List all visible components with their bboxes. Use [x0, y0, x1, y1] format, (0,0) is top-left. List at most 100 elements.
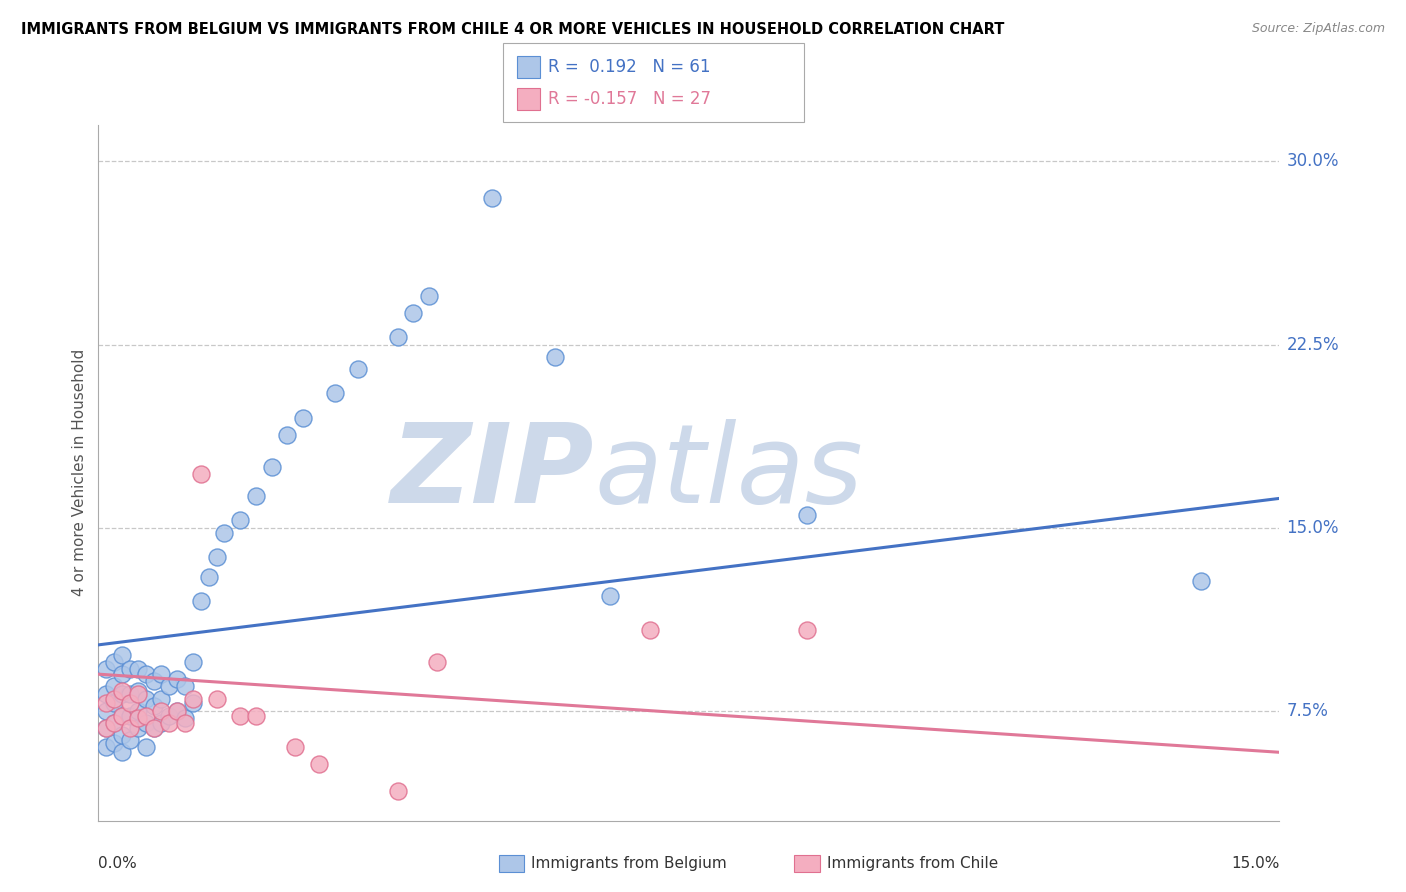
Point [135, 691, 157, 706]
Point [544, 350, 567, 364]
Point [166, 672, 188, 686]
Point [118, 733, 141, 747]
Text: R =  0.192   N = 61: R = 0.192 N = 61 [548, 58, 711, 76]
Text: Immigrants from Belgium: Immigrants from Belgium [531, 856, 727, 871]
Point [245, 489, 267, 503]
Point [205, 691, 228, 706]
Text: 0.0%: 0.0% [98, 856, 138, 871]
Point [103, 691, 125, 706]
Point [96, 740, 118, 755]
Point [118, 708, 141, 723]
Point [118, 662, 141, 676]
Point [127, 711, 149, 725]
Point [103, 679, 125, 693]
Point [214, 525, 236, 540]
Point [96, 704, 118, 718]
Text: 22.5%: 22.5% [1286, 335, 1339, 353]
Point [796, 508, 818, 523]
Point [127, 684, 149, 698]
Point [111, 728, 134, 742]
Point [135, 708, 157, 723]
Point [111, 708, 134, 723]
Point [111, 687, 134, 701]
Point [157, 679, 180, 693]
Point [103, 735, 125, 749]
Point [127, 687, 149, 701]
Point [481, 191, 503, 205]
Text: 30.0%: 30.0% [1286, 153, 1339, 170]
Point [103, 655, 125, 669]
Text: 15.0%: 15.0% [1286, 518, 1339, 537]
Point [111, 684, 134, 698]
Point [150, 704, 173, 718]
Text: IMMIGRANTS FROM BELGIUM VS IMMIGRANTS FROM CHILE 4 OR MORE VEHICLES IN HOUSEHOLD: IMMIGRANTS FROM BELGIUM VS IMMIGRANTS FR… [21, 22, 1004, 37]
Point [127, 662, 149, 676]
Point [1189, 574, 1212, 589]
Point [127, 721, 149, 735]
Point [118, 687, 141, 701]
Point [166, 704, 188, 718]
Point [181, 655, 204, 669]
Point [387, 784, 409, 798]
Point [111, 745, 134, 759]
Point [190, 467, 212, 481]
Point [157, 716, 180, 731]
Point [96, 721, 118, 735]
Point [387, 330, 409, 344]
Text: Immigrants from Chile: Immigrants from Chile [827, 856, 998, 871]
Point [245, 708, 267, 723]
Point [260, 459, 283, 474]
Point [181, 697, 204, 711]
Point [284, 740, 307, 755]
Point [150, 691, 173, 706]
Text: Source: ZipAtlas.com: Source: ZipAtlas.com [1251, 22, 1385, 36]
Point [402, 306, 425, 320]
Point [111, 667, 134, 681]
Point [197, 569, 219, 583]
Point [174, 716, 197, 731]
Point [418, 289, 440, 303]
Point [96, 662, 118, 676]
Text: ZIP: ZIP [391, 419, 595, 526]
Point [157, 708, 180, 723]
Point [127, 704, 149, 718]
Text: R = -0.157   N = 27: R = -0.157 N = 27 [548, 90, 711, 108]
Point [323, 386, 346, 401]
Point [103, 716, 125, 731]
Point [166, 704, 188, 718]
Point [150, 667, 173, 681]
Point [181, 691, 204, 706]
Point [796, 624, 818, 638]
Point [118, 697, 141, 711]
Point [142, 721, 165, 735]
Point [142, 721, 165, 735]
Point [111, 648, 134, 662]
Point [103, 716, 125, 731]
Point [229, 513, 252, 527]
Point [142, 698, 165, 713]
Point [142, 674, 165, 689]
Point [96, 721, 118, 735]
Point [111, 708, 134, 723]
Point [426, 655, 449, 669]
Point [190, 594, 212, 608]
Point [599, 589, 621, 603]
Point [150, 716, 173, 731]
Point [96, 687, 118, 701]
Point [347, 362, 370, 376]
Text: atlas: atlas [595, 419, 863, 526]
Point [205, 549, 228, 564]
Point [174, 679, 197, 693]
Point [135, 716, 157, 731]
Point [135, 667, 157, 681]
Text: 7.5%: 7.5% [1286, 702, 1329, 720]
Point [174, 711, 197, 725]
Point [103, 697, 125, 711]
Point [308, 757, 330, 772]
Point [292, 410, 315, 425]
Point [96, 697, 118, 711]
Point [276, 428, 298, 442]
Text: 15.0%: 15.0% [1232, 856, 1279, 871]
Point [638, 624, 661, 638]
Point [229, 708, 252, 723]
